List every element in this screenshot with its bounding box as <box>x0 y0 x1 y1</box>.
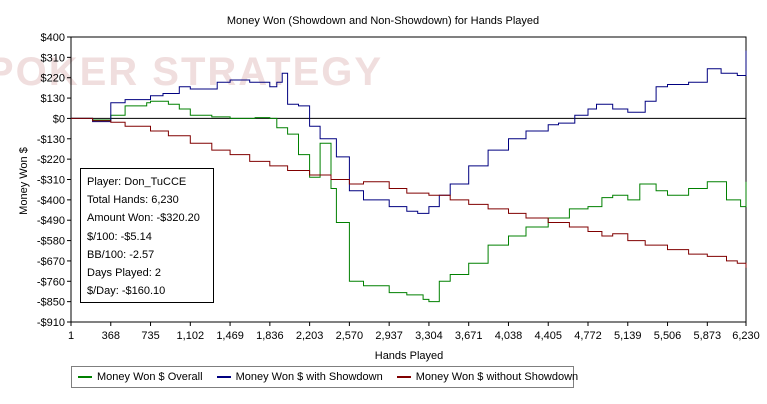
y-tick-label: -$220 <box>37 154 65 166</box>
series-line-non-showdown <box>71 117 747 268</box>
series-line-overall <box>71 100 747 303</box>
legend-swatch-non-showdown <box>396 376 411 378</box>
legend-label-showdown: Money Won $ with Showdown <box>235 371 383 383</box>
y-tick-label: -$850 <box>37 297 65 309</box>
y-tick-label: $400 <box>41 32 65 44</box>
x-tick-label: 3,671 <box>455 330 483 342</box>
x-tick-label: 6,230 <box>732 330 760 342</box>
player-stats-box: Player: Don_TuCCE Total Hands: 6,230 Amo… <box>80 168 214 303</box>
legend-item-non-showdown: Money Won $ without Showdown <box>396 371 579 383</box>
y-tick-label: -$670 <box>37 256 65 268</box>
series-line-showdown <box>71 50 747 214</box>
chart-legend: Money Won $ Overall Money Won $ with Sho… <box>71 366 578 388</box>
x-tick-label: 1,102 <box>177 330 205 342</box>
x-tick-label: 2,570 <box>336 330 364 342</box>
x-tick-label: 1,836 <box>256 330 284 342</box>
x-tick-label: 5,873 <box>694 330 722 342</box>
stat-amount-won: Amount Won: -$320.20 <box>87 212 200 225</box>
y-tick-label: -$580 <box>37 236 65 248</box>
y-tick-label: $310 <box>41 52 65 64</box>
stat-days-played: Days Played: 2 <box>87 267 161 280</box>
x-tick-label: 368 <box>102 330 120 342</box>
stat-per-100: $/100: -$5.14 <box>87 230 152 243</box>
legend-label-overall: Money Won $ Overall <box>97 371 203 383</box>
y-tick-label: -$130 <box>37 134 65 146</box>
y-tick-label: -$400 <box>37 195 65 207</box>
x-tick-label: 2,937 <box>375 330 403 342</box>
y-tick-label: -$910 <box>37 317 65 329</box>
y-tick-label: $0 <box>53 113 65 125</box>
y-tick-label: -$310 <box>37 175 65 187</box>
stat-per-day: $/Day: -$160.10 <box>87 285 166 298</box>
x-tick-label: 1,469 <box>216 330 244 342</box>
x-tick-label: 4,038 <box>495 330 523 342</box>
x-tick-label: 5,139 <box>614 330 642 342</box>
y-tick-label: $220 <box>41 73 65 85</box>
y-tick-label: $130 <box>41 93 65 105</box>
stat-player: Player: Don_TuCCE <box>87 176 187 188</box>
x-axis-label: Hands Played <box>375 350 444 362</box>
y-tick-label: -$760 <box>37 276 65 288</box>
x-tick-label: 4,405 <box>534 330 562 342</box>
x-tick-label: 3,304 <box>415 330 443 342</box>
stat-bb-100: BB/100: -2.57 <box>87 248 155 261</box>
y-axis-label: Money Won $ <box>18 147 30 215</box>
x-tick-label: 1 <box>68 330 74 342</box>
legend-item-overall: Money Won $ Overall <box>78 371 203 383</box>
legend-label-non-showdown: Money Won $ without Showdown <box>415 371 579 383</box>
stat-total-hands: Total Hands: 6,230 <box>87 194 179 207</box>
y-tick-label: -$490 <box>37 215 65 227</box>
legend-item-showdown: Money Won $ with Showdown <box>216 371 383 383</box>
x-tick-label: 735 <box>141 330 159 342</box>
x-tick-label: 2,203 <box>296 330 324 342</box>
x-tick-label: 5,506 <box>654 330 682 342</box>
legend-swatch-overall <box>78 376 92 378</box>
legend-swatch-showdown <box>216 376 231 378</box>
chart-title: Money Won (Showdown and Non-Showdown) fo… <box>227 15 539 27</box>
x-tick-label: 4,772 <box>574 330 602 342</box>
